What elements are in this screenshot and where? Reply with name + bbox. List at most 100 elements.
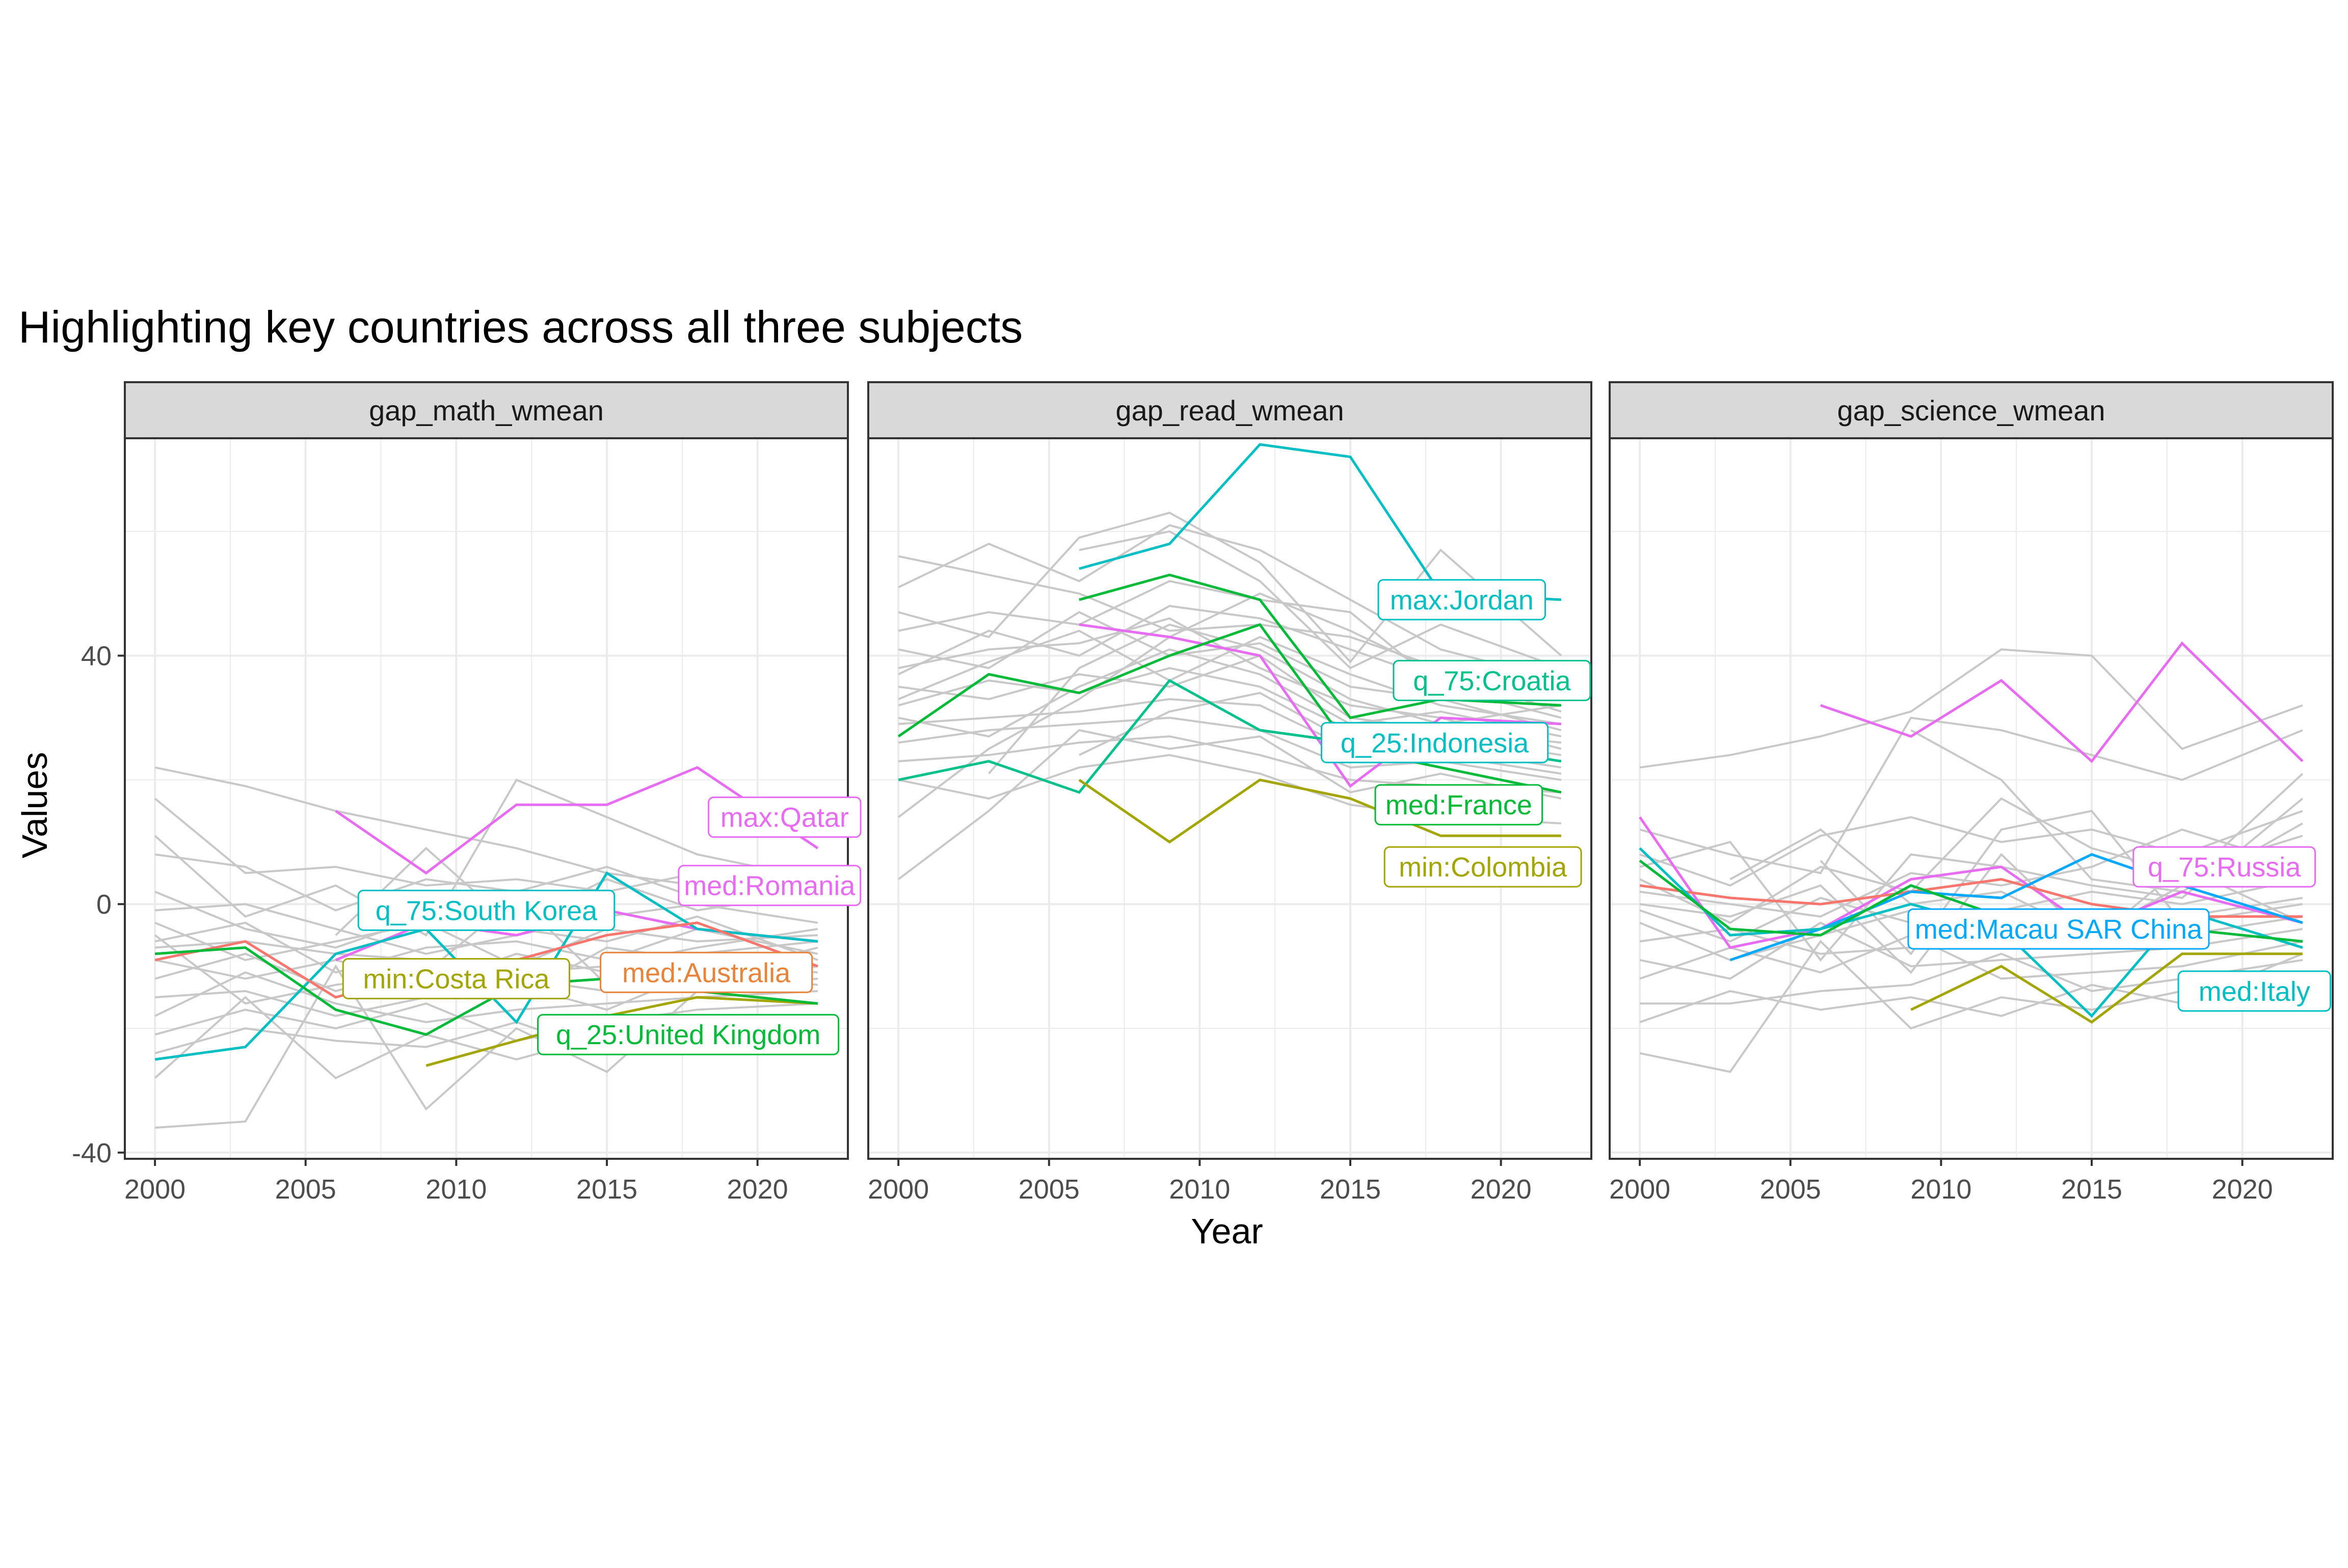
series-label-box [600, 951, 813, 993]
panel-gap_science_wmean: gap_science_wmean 2000 2005 2010 2015 2020 q_7… [1609, 381, 2334, 1205]
series-label-text: q_75:Croatia [1413, 666, 1571, 696]
series-label: q_75:South Korea [357, 889, 616, 931]
series-label-box [537, 1014, 840, 1055]
series-label: max:Jordan [1377, 579, 1546, 621]
series-line [1078, 778, 1561, 844]
x-tick-label: 2005 [1760, 1174, 1821, 1205]
series-label: min:Colombia [1383, 846, 1582, 888]
facet-strip [124, 381, 849, 439]
x-tick-label: 2000 [1609, 1174, 1670, 1205]
panel-border [1609, 437, 2334, 1160]
series-line [1820, 641, 2304, 763]
background-country-line [154, 1002, 818, 1042]
background-country-line [154, 921, 818, 974]
facet-strip [1609, 381, 2334, 439]
series-label-box [1383, 846, 1582, 888]
background-country-line [1079, 530, 1562, 670]
facet-strip-label: gap_science_wmean [1837, 394, 2105, 427]
panels-layer: gap_math_wmean 2000 2005 2010 2015 2020 -40 0 40… [72, 381, 2334, 1205]
series-label-box [2132, 846, 2316, 888]
series-line [335, 766, 819, 875]
series-label: q_25:United Kingdom [537, 1014, 840, 1055]
series-label-text: min:Colombia [1399, 852, 1567, 883]
series-label: med:Macau SAR China [1907, 908, 2210, 950]
x-tick-label: 2020 [2212, 1174, 2273, 1205]
y-axis-label: Values [15, 752, 55, 859]
x-tick-label: 2020 [727, 1174, 788, 1205]
x-tick-label: 2015 [1320, 1174, 1381, 1205]
background-country-line [1639, 798, 2304, 962]
series-label-text: med:France [1385, 790, 1532, 820]
series-label-box [708, 796, 862, 838]
chart-title: Highlighting key countries across all th… [18, 302, 1023, 352]
series-label-box [357, 889, 616, 931]
x-tick-label: 2005 [275, 1174, 336, 1205]
series-label-text: max:Qatar [721, 803, 849, 833]
facet-strip-label: gap_read_wmean [1115, 394, 1344, 427]
series-label-box [1320, 722, 1549, 763]
panel-gap_math_wmean: gap_math_wmean 2000 2005 2010 2015 2020 -40 0 40… [72, 381, 862, 1205]
series-label-box [678, 865, 862, 907]
series-label-text: med:Romania [684, 871, 856, 901]
series-label-box [342, 958, 570, 999]
series-line [897, 623, 1562, 794]
background-country-line [1639, 648, 2303, 769]
x-tick-label: 2015 [2061, 1174, 2122, 1205]
x-tick-label: 2010 [1910, 1174, 1971, 1205]
series-line [1639, 816, 2303, 949]
background-country-line [154, 778, 818, 937]
series-label-text: med:Italy [2199, 976, 2310, 1007]
background-country-line [897, 729, 1562, 881]
background-country-line [154, 964, 818, 1129]
background-country-line [1639, 716, 2303, 874]
panel-gap_read_wmean: gap_read_wmean 2000 2005 2010 2015 2020 max:Jo… [867, 381, 1592, 1205]
series-label: med:Italy [2177, 970, 2331, 1012]
background-country-line [898, 617, 1562, 750]
series-label: med:France [1374, 784, 1543, 826]
background-country-line [1639, 952, 2303, 1023]
series-label-box [1907, 908, 2210, 950]
x-tick-label: 2010 [1169, 1174, 1230, 1205]
y-tick-label: -40 [72, 1138, 112, 1168]
series-label: q_75:Russia [2132, 846, 2316, 888]
background-country-line [1639, 934, 2303, 980]
series-label-box [2177, 970, 2331, 1012]
y-tick-label: 0 [96, 889, 112, 920]
series-label-text: med:Macau SAR China [1915, 914, 2203, 945]
series-label: min:Costa Rica [342, 958, 570, 999]
background-country-line [1640, 952, 2303, 1005]
series-line [1079, 623, 1562, 788]
series-label: q_25:Indonesia [1320, 722, 1549, 763]
series-label-text: med:Australia [622, 958, 791, 988]
background-country-line [898, 648, 1562, 738]
background-country-line [1639, 940, 2303, 1073]
x-tick-label: 2005 [1019, 1174, 1080, 1205]
x-tick-label: 2000 [124, 1174, 185, 1205]
series-label: q_75:Croatia [1393, 659, 1591, 701]
background-country-line [1639, 828, 2303, 918]
background-country-line [154, 971, 818, 1023]
y-tick-label: 40 [81, 641, 112, 672]
facet-strip [867, 381, 1592, 439]
series-label-text: max:Jordan [1390, 585, 1534, 616]
series-label-text: min:Costa Rica [363, 964, 550, 995]
series-label: max:Qatar [708, 796, 862, 838]
x-tick-label: 2020 [1471, 1174, 1532, 1205]
series-label-box [1393, 659, 1591, 701]
series-line [1910, 952, 2303, 1024]
series-label-box [1374, 784, 1543, 826]
series-label-text: q_75:South Korea [376, 895, 598, 926]
series-label-text: q_25:Indonesia [1341, 728, 1529, 758]
series-label-text: q_75:Russia [2148, 852, 2301, 883]
panel-border [867, 437, 1592, 1160]
series-label: med:Australia [600, 951, 813, 993]
series-label-text: q_25:United Kingdom [556, 1020, 820, 1050]
x-tick-label: 2015 [576, 1174, 637, 1205]
x-tick-label: 2000 [868, 1174, 929, 1205]
facet-strip-label: gap_math_wmean [369, 394, 604, 427]
series-label: med:Romania [678, 865, 862, 907]
x-tick-label: 2010 [425, 1174, 487, 1205]
